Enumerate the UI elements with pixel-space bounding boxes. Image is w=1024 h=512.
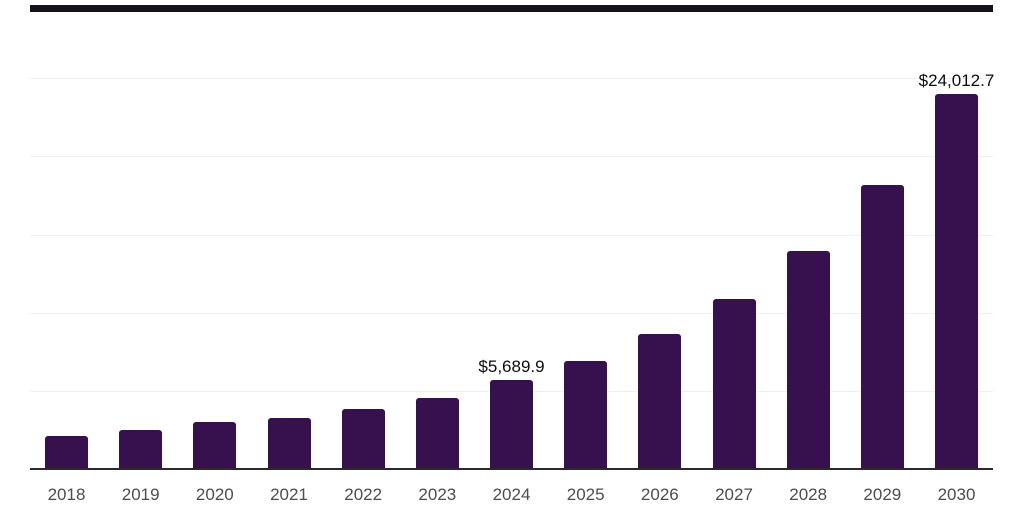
bar-2021 [267,418,311,469]
bar-2029 [860,185,904,469]
gridline [30,156,993,157]
bar-2020 [193,422,237,469]
bar-2027 [712,299,756,469]
bar-2026 [638,334,682,469]
x-tick-label-2026: 2026 [640,485,679,504]
bar-value-label-2030: $24,012.7 [918,71,995,90]
x-tick-label-2025: 2025 [566,485,605,504]
bar-2025 [564,361,608,469]
x-tick-label-2021: 2021 [270,485,308,504]
x-axis-line [30,468,993,470]
bar-2019 [119,430,163,469]
bar-2023 [415,398,459,469]
x-tick-label-2028: 2028 [789,485,828,504]
plot-top-border [30,5,993,12]
gridline [30,78,993,79]
bar-2022 [341,409,385,469]
x-tick-label-2029: 2029 [863,485,902,504]
bar-2024 [490,380,533,469]
x-tick-label-2030: 2030 [937,485,976,504]
x-tick-label-2027: 2027 [715,485,753,504]
x-tick-label-2018: 2018 [47,485,86,504]
bar-2030 [935,94,978,469]
bar-2028 [786,251,830,469]
x-tick-label-2023: 2023 [418,485,457,504]
bar-value-label-2024: $5,689.9 [478,357,545,376]
bar-2018 [45,436,88,469]
gridline [30,235,993,236]
x-tick-label-2024: 2024 [492,485,531,504]
gridline [30,313,993,314]
x-tick-label-2020: 2020 [195,485,234,504]
x-tick-label-2019: 2019 [121,485,160,504]
x-tick-label-2022: 2022 [344,485,383,504]
